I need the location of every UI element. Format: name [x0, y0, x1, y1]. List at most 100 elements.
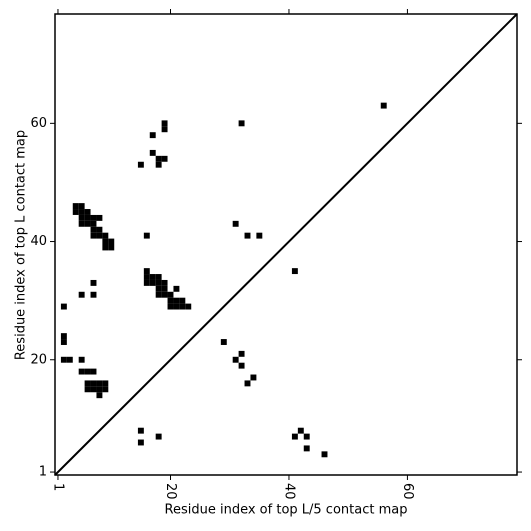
contact: [90, 232, 97, 239]
contact: [84, 220, 91, 227]
contact: [78, 291, 85, 298]
diagonal: [54, 13, 518, 476]
contact: [149, 279, 156, 286]
contact: [161, 155, 168, 162]
contact: [143, 232, 150, 239]
contact: [84, 386, 91, 393]
contact: [108, 238, 115, 245]
contact: [143, 274, 150, 280]
x-axis-label: Residue index of top L/5 contact map: [165, 503, 408, 518]
contact: [60, 333, 67, 340]
contact: [238, 362, 245, 369]
contact: [232, 220, 239, 227]
contact: [220, 339, 227, 345]
contact: [84, 214, 91, 221]
contact: [90, 291, 97, 298]
contact: [167, 291, 174, 298]
y-tick-label: 40: [30, 234, 47, 249]
x-tick-label: 40: [281, 483, 296, 500]
contact: [60, 356, 67, 363]
contact: [90, 226, 97, 233]
contact: [102, 232, 109, 239]
x-tick-label: 1: [50, 483, 65, 491]
contact: [291, 433, 298, 440]
contact: [297, 427, 304, 434]
contact: [161, 120, 168, 127]
contact: [78, 203, 85, 210]
plot-frame: [54, 13, 518, 476]
contact: [149, 132, 156, 139]
contact: [78, 220, 85, 227]
contact: [96, 380, 103, 387]
contact: [155, 274, 162, 280]
contact: [173, 303, 180, 310]
contact: [155, 433, 162, 440]
contact: [96, 392, 103, 399]
contact: [155, 161, 162, 168]
contact: [244, 380, 251, 387]
contact: [173, 297, 180, 304]
x-tick-label: 60: [400, 483, 415, 500]
contact: [155, 279, 162, 286]
contact: [149, 274, 156, 280]
contact: [78, 356, 85, 363]
contact: [137, 427, 144, 434]
y-tick-label: 20: [30, 352, 47, 367]
contact: [161, 285, 168, 292]
contact: [185, 303, 192, 310]
contact: [149, 149, 156, 156]
contact: [155, 285, 162, 292]
contact: [96, 232, 103, 239]
contact: [143, 268, 150, 275]
contact: [84, 368, 91, 375]
contact: [78, 209, 85, 215]
contact: [102, 386, 109, 393]
contact: [90, 220, 97, 227]
contact: [78, 214, 85, 221]
contact: [90, 214, 97, 221]
contact: [90, 386, 97, 393]
contact: [256, 232, 263, 239]
contact: [84, 380, 91, 387]
contact: [60, 303, 67, 310]
contact: [102, 244, 109, 251]
contact: [84, 209, 91, 215]
contact: [380, 102, 387, 109]
contact: [167, 297, 174, 304]
contact: [96, 226, 103, 233]
contact: [96, 386, 103, 393]
contact: [161, 291, 168, 298]
contact: [137, 161, 144, 168]
contact: [72, 203, 79, 210]
contact: [161, 126, 168, 133]
contact: [137, 439, 144, 446]
contact: [238, 120, 245, 127]
contact: [143, 279, 150, 286]
contact: [102, 380, 109, 387]
contact: [173, 285, 180, 292]
contact: [179, 303, 186, 310]
contact: [238, 350, 245, 357]
contact: [179, 297, 186, 304]
contact: [102, 238, 109, 245]
contact: [321, 451, 328, 458]
contact: [303, 445, 310, 452]
contact: [90, 368, 97, 375]
contact: [90, 380, 97, 387]
contact: [155, 291, 162, 298]
y-axis-label: Residue index of top L contact map: [14, 130, 29, 360]
y-tick-label: 60: [30, 116, 47, 131]
contact: [155, 155, 162, 162]
contact: [167, 303, 174, 310]
contact: [72, 209, 79, 215]
x-tick-label: 20: [163, 483, 178, 500]
contact: [291, 268, 298, 275]
contact: [250, 374, 257, 381]
contact: [232, 356, 239, 363]
contact: [244, 232, 251, 239]
contact: [96, 214, 103, 221]
contact: [161, 279, 168, 286]
contact: [66, 356, 73, 363]
contact: [60, 339, 67, 345]
